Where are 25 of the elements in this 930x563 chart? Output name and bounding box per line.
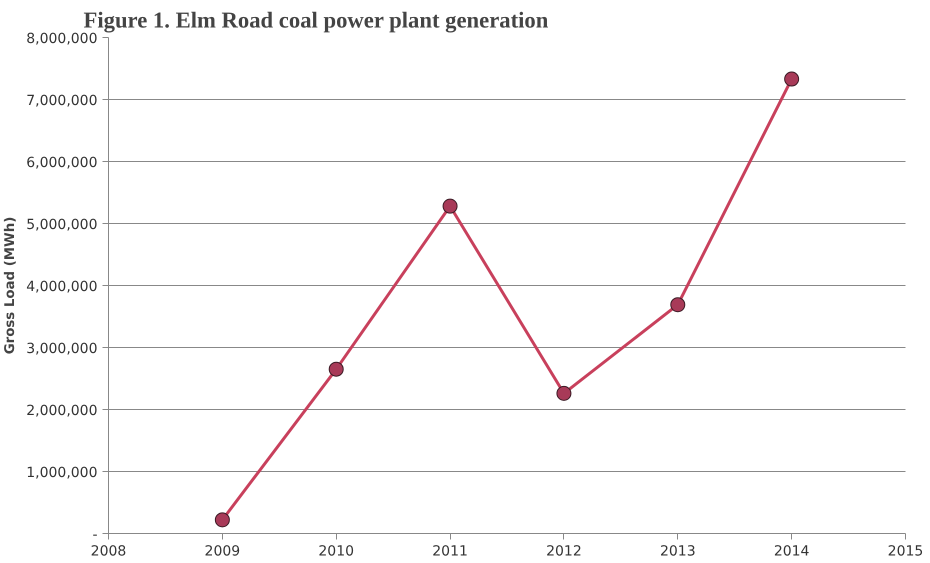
- point: [442, 198, 458, 214]
- point: [670, 297, 686, 312]
- x-tick-label: 2015: [888, 544, 924, 560]
- x-tick-label: 2012: [546, 544, 582, 560]
- x-tick-label: 2008: [90, 544, 126, 560]
- y-tick-label: 2,000,000: [26, 403, 98, 419]
- point: [556, 386, 572, 401]
- point: [784, 72, 800, 87]
- chart-title: Figure 1. Elm Road coal power plant generation: [84, 8, 549, 32]
- x-tick-label: 2010: [318, 544, 354, 560]
- y-axis-title: Gross Load (MWh): [3, 216, 18, 354]
- y-tick-label: -: [92, 527, 98, 543]
- x-tick-label: 2009: [204, 544, 240, 560]
- y-tick-label: 1,000,000: [26, 465, 98, 481]
- x-tick-label: 2014: [774, 544, 810, 560]
- y-tick-label: 7,000,000: [26, 93, 98, 109]
- x-tick-label: 2013: [660, 544, 696, 560]
- point: [214, 512, 230, 528]
- x-tick-label: 2011: [432, 544, 468, 560]
- y-tick-label: 3,000,000: [26, 341, 98, 357]
- point: [328, 362, 344, 377]
- y-tick-label: 6,000,000: [26, 155, 98, 171]
- y-tick-label: 5,000,000: [26, 217, 98, 233]
- y-tick-label: 8,000,000: [26, 31, 98, 47]
- y-tick-label: 4,000,000: [26, 279, 98, 295]
